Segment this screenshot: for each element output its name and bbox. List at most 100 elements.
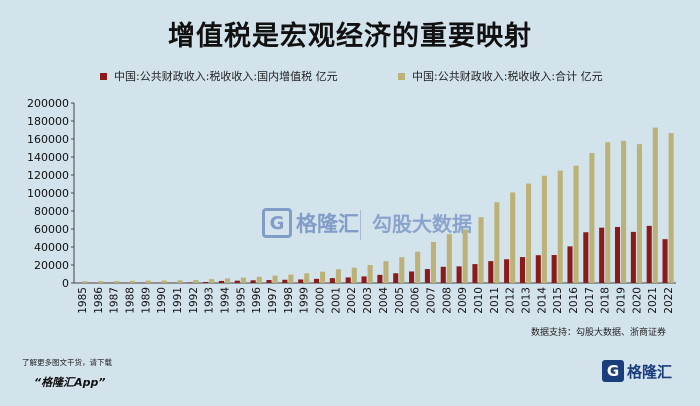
x-tick-label: 2013	[521, 287, 533, 314]
x-tick-label: 2002	[346, 287, 358, 314]
bar-total	[636, 144, 642, 283]
x-tick-label: 2017	[584, 287, 596, 314]
x-tick-label: 2000	[315, 287, 327, 314]
bar-total	[573, 165, 579, 283]
download-prompt: 了解更多图文干货，请下载	[22, 358, 112, 367]
bar-vat	[440, 266, 446, 283]
bar-total	[510, 192, 516, 283]
bar-total	[129, 280, 136, 283]
bar-total	[478, 217, 484, 283]
bar-vat	[662, 239, 668, 283]
bar-vat	[646, 225, 652, 283]
bar-total	[652, 127, 658, 283]
x-tick-label: 2009	[457, 287, 469, 314]
x-tick-label: 2011	[489, 287, 501, 314]
x-tick-label: 2005	[394, 287, 406, 314]
bar-vat	[218, 280, 224, 283]
bar-vat	[266, 280, 272, 283]
brand-logo[interactable]: G 格隆汇	[601, 360, 672, 382]
x-tick-label: 2012	[505, 287, 517, 314]
watermark-logo-icon: G	[262, 208, 292, 238]
chart-title: 增值税是宏观经济的重要映射	[168, 21, 532, 52]
x-tick-label: 2020	[631, 287, 643, 314]
bar-vat	[313, 278, 320, 283]
x-tick-label: 2021	[647, 287, 659, 314]
x-tick-label: 1991	[172, 287, 184, 314]
bar-total	[82, 281, 88, 283]
x-tick-label: 1992	[188, 287, 200, 314]
bar-vat	[583, 232, 589, 283]
bar-total	[145, 280, 151, 283]
y-tick-label: 180000	[27, 115, 69, 128]
y-tick-label: 20000	[34, 259, 69, 272]
watermark-right-text: 勾股大数据	[372, 212, 472, 236]
bar-total	[320, 271, 326, 283]
bar-vat	[599, 227, 605, 283]
bar-total	[430, 241, 437, 283]
bar-vat	[424, 269, 430, 283]
bar-total	[161, 280, 167, 283]
x-tick-label: 2006	[410, 287, 422, 314]
x-tick-label: 2003	[362, 287, 374, 314]
brand-name: 格隆汇	[626, 362, 672, 381]
bar-vat	[282, 279, 288, 283]
x-tick-label: 2008	[441, 287, 453, 314]
x-tick-label: 2007	[425, 287, 437, 314]
legend-swatch-total	[398, 72, 405, 80]
bar-vat	[630, 231, 636, 283]
bar-total	[256, 276, 262, 283]
bar-total	[415, 251, 421, 283]
x-tick-label: 1986	[93, 287, 105, 314]
watermark-gelonghui: G 格隆汇	[262, 208, 359, 238]
bar-vat	[361, 276, 367, 283]
bar-total	[541, 175, 547, 283]
bar-vat	[377, 274, 383, 283]
bar-vat	[488, 261, 494, 283]
bar-total	[462, 229, 468, 283]
y-tick-label: 80000	[34, 205, 69, 218]
x-tick-label: 1995	[235, 287, 247, 314]
y-tick-label: 40000	[34, 241, 69, 254]
bar-total	[209, 279, 215, 283]
x-tick-label: 1990	[156, 287, 168, 314]
bar-total	[272, 275, 278, 283]
x-tick-label: 1999	[299, 287, 311, 314]
x-tick-label: 2001	[330, 287, 342, 314]
bar-vat	[456, 266, 462, 283]
bar-total	[225, 278, 231, 283]
bar-vat	[614, 226, 621, 283]
bar-vat	[298, 279, 304, 283]
y-tick-label: 100000	[27, 187, 69, 200]
x-tick-label: 1996	[251, 287, 263, 314]
bar-total	[526, 183, 532, 283]
bar-total	[446, 234, 452, 283]
x-tick-label: 2004	[378, 287, 390, 314]
bar-vat	[393, 273, 399, 283]
bar-total	[605, 142, 611, 283]
y-tick-label: 120000	[27, 169, 69, 182]
watermark-divider	[360, 210, 361, 240]
x-tick-label: 1989	[140, 287, 152, 314]
bar-total	[98, 281, 104, 283]
bar-vat	[250, 280, 256, 283]
bar-total	[288, 274, 294, 283]
bar-total	[114, 281, 120, 283]
x-axis-labels: 1985 1986 1987 1988 1989 1990 1991 1992 1993 1994…	[77, 287, 675, 314]
bar-total	[177, 280, 183, 283]
x-tick-label: 2014	[536, 287, 548, 314]
bar-total	[621, 140, 627, 283]
watermark-gougu: 勾股大数据	[372, 208, 472, 237]
legend-swatch-vat	[100, 72, 107, 80]
y-tick-label: 60000	[34, 223, 69, 236]
y-tick-label: 160000	[27, 133, 69, 146]
bar-total	[304, 273, 310, 283]
x-tick-label: 2018	[600, 287, 612, 314]
x-tick-label: 2015	[552, 287, 564, 314]
bar-total	[351, 267, 357, 283]
chart-bars	[76, 127, 674, 283]
watermark-left-text: 格隆汇	[296, 212, 359, 236]
x-tick-label: 1988	[124, 287, 136, 314]
brand-g-icon: G	[601, 360, 624, 382]
source-note: 数据支持：勾股大数据、浙商证券	[530, 328, 666, 338]
